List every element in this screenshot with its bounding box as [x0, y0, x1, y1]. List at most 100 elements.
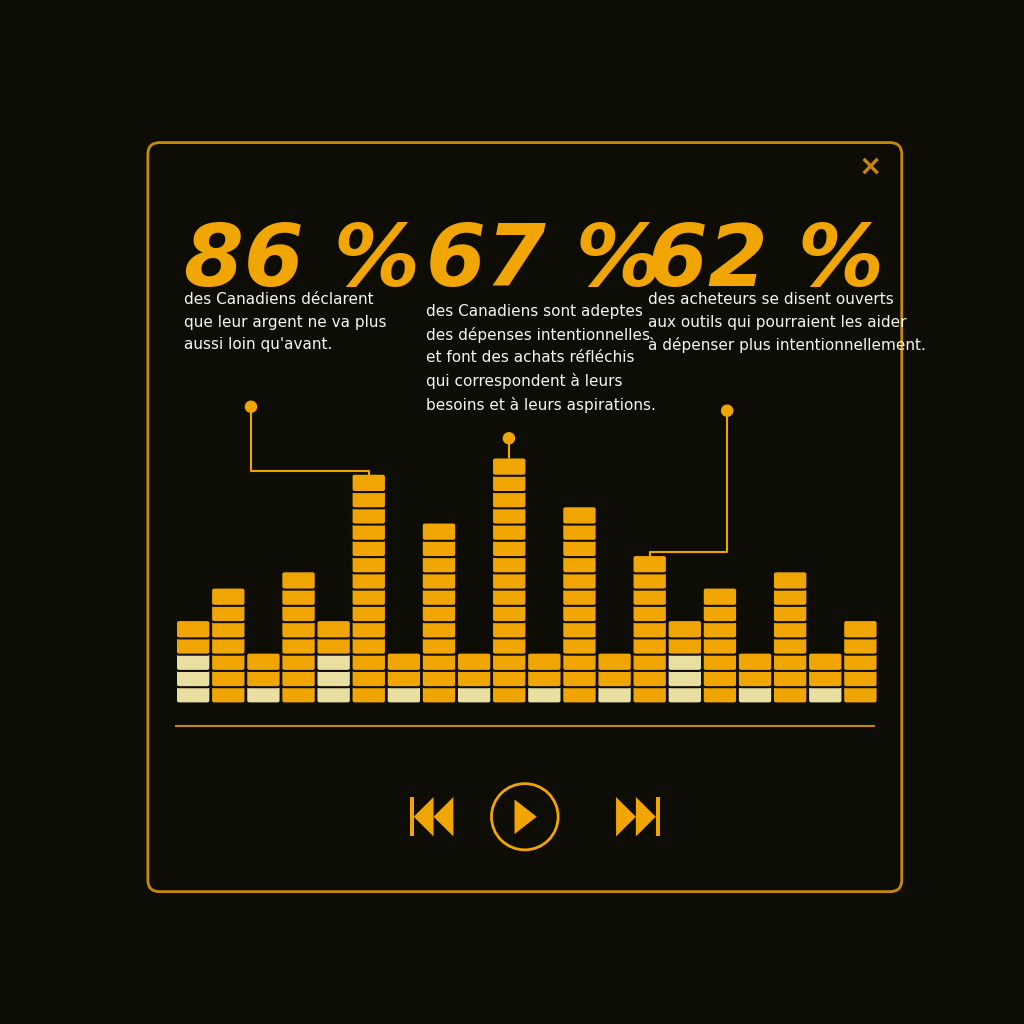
FancyBboxPatch shape	[176, 685, 210, 703]
FancyBboxPatch shape	[246, 652, 281, 671]
FancyBboxPatch shape	[527, 652, 561, 671]
FancyBboxPatch shape	[633, 636, 667, 654]
Text: 86 %: 86 %	[183, 221, 420, 304]
FancyBboxPatch shape	[843, 621, 878, 638]
FancyBboxPatch shape	[633, 604, 667, 623]
FancyBboxPatch shape	[351, 636, 386, 654]
FancyBboxPatch shape	[282, 571, 315, 590]
FancyBboxPatch shape	[562, 604, 597, 623]
Polygon shape	[514, 800, 537, 835]
Polygon shape	[616, 797, 636, 837]
FancyBboxPatch shape	[527, 669, 561, 687]
FancyBboxPatch shape	[633, 685, 667, 703]
Polygon shape	[636, 797, 655, 837]
FancyBboxPatch shape	[668, 685, 702, 703]
Polygon shape	[410, 797, 414, 837]
FancyBboxPatch shape	[316, 685, 351, 703]
FancyBboxPatch shape	[562, 506, 597, 524]
FancyBboxPatch shape	[702, 604, 737, 623]
FancyBboxPatch shape	[422, 604, 457, 623]
FancyBboxPatch shape	[211, 636, 246, 654]
FancyBboxPatch shape	[633, 571, 667, 590]
FancyBboxPatch shape	[457, 685, 492, 703]
FancyBboxPatch shape	[246, 669, 281, 687]
FancyBboxPatch shape	[422, 571, 457, 590]
FancyBboxPatch shape	[316, 636, 351, 654]
FancyBboxPatch shape	[176, 621, 210, 638]
FancyBboxPatch shape	[422, 522, 457, 541]
FancyBboxPatch shape	[668, 652, 702, 671]
FancyBboxPatch shape	[351, 685, 386, 703]
FancyBboxPatch shape	[562, 636, 597, 654]
FancyBboxPatch shape	[738, 685, 772, 703]
FancyBboxPatch shape	[562, 685, 597, 703]
Text: des acheteurs se disent ouverts
aux outils qui pourraient les aider
à dépenser p: des acheteurs se disent ouverts aux outi…	[648, 293, 926, 353]
FancyBboxPatch shape	[562, 652, 597, 671]
FancyBboxPatch shape	[211, 621, 246, 638]
FancyBboxPatch shape	[422, 539, 457, 557]
FancyBboxPatch shape	[422, 555, 457, 573]
FancyBboxPatch shape	[808, 669, 843, 687]
FancyBboxPatch shape	[492, 636, 526, 654]
FancyBboxPatch shape	[808, 652, 843, 671]
FancyBboxPatch shape	[211, 604, 246, 623]
Polygon shape	[655, 797, 659, 837]
Polygon shape	[414, 797, 433, 837]
FancyBboxPatch shape	[492, 588, 526, 606]
Circle shape	[246, 401, 257, 413]
Circle shape	[722, 406, 733, 416]
FancyBboxPatch shape	[597, 669, 632, 687]
Polygon shape	[433, 797, 454, 837]
FancyBboxPatch shape	[562, 522, 597, 541]
FancyBboxPatch shape	[633, 652, 667, 671]
FancyBboxPatch shape	[176, 669, 210, 687]
FancyBboxPatch shape	[457, 669, 492, 687]
FancyBboxPatch shape	[668, 669, 702, 687]
FancyBboxPatch shape	[492, 652, 526, 671]
FancyBboxPatch shape	[422, 669, 457, 687]
FancyBboxPatch shape	[633, 621, 667, 638]
FancyBboxPatch shape	[492, 604, 526, 623]
FancyBboxPatch shape	[387, 685, 421, 703]
FancyBboxPatch shape	[246, 685, 281, 703]
FancyBboxPatch shape	[351, 652, 386, 671]
FancyBboxPatch shape	[562, 669, 597, 687]
FancyBboxPatch shape	[492, 555, 526, 573]
FancyBboxPatch shape	[597, 652, 632, 671]
FancyBboxPatch shape	[702, 669, 737, 687]
FancyBboxPatch shape	[351, 474, 386, 493]
FancyBboxPatch shape	[668, 621, 702, 638]
FancyBboxPatch shape	[422, 636, 457, 654]
FancyBboxPatch shape	[351, 571, 386, 590]
FancyBboxPatch shape	[562, 588, 597, 606]
FancyBboxPatch shape	[351, 555, 386, 573]
FancyBboxPatch shape	[738, 669, 772, 687]
Text: 67 %: 67 %	[426, 221, 662, 304]
FancyBboxPatch shape	[316, 669, 351, 687]
FancyBboxPatch shape	[176, 652, 210, 671]
FancyBboxPatch shape	[422, 621, 457, 638]
FancyBboxPatch shape	[562, 555, 597, 573]
FancyBboxPatch shape	[422, 652, 457, 671]
FancyBboxPatch shape	[633, 588, 667, 606]
FancyBboxPatch shape	[773, 652, 807, 671]
FancyBboxPatch shape	[492, 621, 526, 638]
FancyBboxPatch shape	[316, 652, 351, 671]
FancyBboxPatch shape	[808, 685, 843, 703]
FancyBboxPatch shape	[773, 621, 807, 638]
FancyBboxPatch shape	[738, 652, 772, 671]
FancyBboxPatch shape	[351, 604, 386, 623]
Text: des Canadiens déclarent
que leur argent ne va plus
aussi loin qu'avant.: des Canadiens déclarent que leur argent …	[183, 293, 386, 352]
FancyBboxPatch shape	[773, 636, 807, 654]
FancyBboxPatch shape	[492, 669, 526, 687]
FancyBboxPatch shape	[351, 588, 386, 606]
FancyBboxPatch shape	[562, 571, 597, 590]
FancyBboxPatch shape	[773, 571, 807, 590]
FancyBboxPatch shape	[492, 489, 526, 508]
FancyBboxPatch shape	[527, 685, 561, 703]
FancyBboxPatch shape	[843, 685, 878, 703]
FancyBboxPatch shape	[282, 588, 315, 606]
FancyBboxPatch shape	[282, 652, 315, 671]
FancyBboxPatch shape	[668, 636, 702, 654]
FancyBboxPatch shape	[282, 636, 315, 654]
